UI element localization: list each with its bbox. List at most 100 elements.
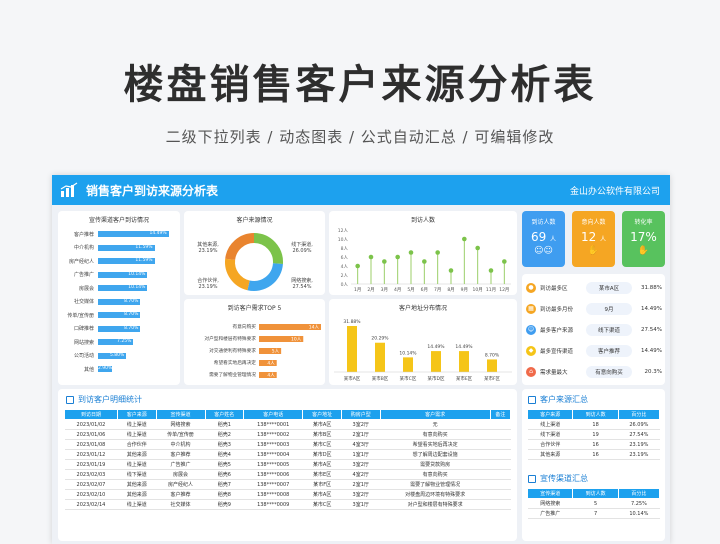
table-cell: 线上渠道 [117,419,156,430]
bar [259,324,321,330]
summary-panel: 客户来源汇总 客户来源 到访人数 百分比 线上渠道 18 26.09% 线下渠道 19 27.5… [522,389,665,541]
column-header: 备注 [489,409,512,420]
slice-label-name: 合作伙伴, [197,277,219,284]
slice-label: 其他来源, 23.19% [197,241,219,254]
table-cell: 2023/02/07 [64,479,118,490]
table-row: 合作伙伴 16 23.19% [527,439,660,450]
stat-row: ● 到访最多区 某市A区 31.88% [526,279,662,296]
column-header: 宣传渠道 [526,488,574,499]
donut-slice [247,262,283,291]
bar [459,351,469,372]
source-summary-table: 客户来源 到访人数 百分比 线上渠道 18 26.09% 线下渠道 19 27.54% 合作伙伴 1… [526,409,661,460]
table-cell: 其他来源 [527,449,573,460]
table-cell: 合作伙伴 [527,439,573,450]
table-row: 2023/01/12 其他来源 客户推荐 稻壳4 138****0004 某市D区 1室1厅… [64,449,511,460]
table-cell: 5 [572,498,619,509]
table-cell: 稻壳7 [205,479,244,490]
calendar-icon: ▦ [526,303,536,314]
table-cell: 线上渠道 [117,499,156,510]
tick-label: 对户型和楼层有特殊要求 [204,335,256,342]
table-cell: 对楼盘周边环境有特殊要求 [380,489,491,500]
table-cell [490,459,511,470]
table-cell: 需要贷款购房 [380,459,491,470]
table-row: 2023/02/07 其他来源 房产经纪人 稻壳7 138****0007 某市F区 2室1… [64,479,511,490]
x-tick-label: 3月 [381,287,388,293]
page-subtitle: 二级下拉列表 / 动态图表 / 公式自动汇总 / 可编辑修改 [165,128,555,146]
tick-label: 广告推广 [73,272,94,278]
column-header: 客户地址 [302,409,342,420]
slice-label: 合作伙伴, 23.19% [197,277,219,290]
tick-label: 某市B区 [372,375,389,382]
table-row: 线下渠道 19 27.54% [527,429,660,440]
column-header: 客户电话 [243,409,304,420]
stat-row: ⌂ 需求量最大 有意向购买 20.3% [526,363,662,380]
bar-row: 房产经纪人 11.59% [62,256,176,266]
table-cell: 中介机构 [156,439,205,450]
channel-summary-table: 宣传渠道 到访人数 百分比 网络搜索 5 7.25% 广告推广 7 10.14% [526,488,661,519]
kpi-card-conversion: 转化率 17% ✋ [622,211,665,267]
tick-label: 口碑推荐 [73,326,94,332]
table-cell: 2023/02/14 [64,499,118,510]
table-row: 2023/01/06 线上渠道 传单/宣传册 稻壳2 138****0002 某市B区 2室… [64,429,511,440]
data-point [462,236,467,242]
bar-row: 传单/宣传册 8.70% [62,310,176,320]
table-cell: 4室2厅 [341,469,380,480]
y-tick-label: 2人 [341,273,349,279]
table-cell: 稻壳6 [205,469,244,480]
source-chart-panel: 客户来源情况 线下渠道, 26.09% 网络搜索, 27.54% 合作伙伴, 23.19%… [184,211,325,295]
column-header: 到访人数 [572,409,619,420]
table-row: 2023/02/14 线上渠道 社交媒体 稻壳9 138****0009 某市C区 3室1厅… [64,499,511,510]
tick-label: 希望看实地后再决定 [214,359,257,366]
table-cell: 3室2厅 [341,459,380,470]
table-cell [490,479,511,490]
stats-list: ● 到访最多区 某市A区 31.88% ▦ 到访最多月份 9月 14.49% ☺ 最多客户来源… [522,274,665,385]
table-cell: 138****0006 [243,469,303,480]
bar [259,360,277,366]
table-cell: 19 [572,429,619,440]
table-cell: 16 [572,439,619,450]
table-row: 线上渠道 18 26.09% [527,419,660,430]
data-point [382,259,387,264]
column-header: 客户姓名 [204,409,245,420]
table-cell: 7.25% [618,498,660,509]
table-cell: 138****0008 [243,489,303,500]
x-tick-label: 8月 [447,287,454,293]
data-label: 8.70% [485,352,500,358]
donut-slice [225,258,251,291]
table-cell: 1室1厅 [341,449,380,460]
table-cell: 线下渠道 [527,429,573,440]
kpi-card-visits: 到访人数 69 人 ☺☺ [522,211,565,267]
source-summary-title: 客户来源汇总 [528,394,588,405]
slice-label: 网络搜索, 27.54% [291,277,313,290]
data-point [435,250,440,255]
table-cell: 线上渠道 [117,429,156,440]
megaphone-icon: ◆ [526,345,536,356]
table-cell: 7 [572,508,619,519]
table-cell: 某市D区 [302,449,342,460]
area-column-chart: 31.88% 某市A区 20.29% 某市B区 10.14% 某市C区 14.49% 某市D区… [334,319,512,382]
table-cell: 138****0004 [243,449,303,460]
detail-title: 到访客户明细统计 [66,394,142,405]
data-label: 4人 [267,373,275,379]
slice-label-value: 26.09% [292,248,311,254]
table-cell: 26.09% [618,419,660,430]
table-cell: 其他来源 [117,479,156,490]
table-header-row: 到访日期 客户来源 宣传渠道 客户姓名 客户电话 客户地址 购房户型 客户需求 备注 [64,409,512,420]
stat-row: ☺ 最多客户来源 线下渠道 27.54% [526,323,662,336]
handshake-icon: ✋ [637,246,650,256]
table-cell: 16 [572,449,619,460]
user-icon: ☺ [526,324,536,335]
donut-slice [253,233,283,264]
data-label: 10.14% [399,350,417,356]
table-cell: 138****0002 [243,429,303,440]
table-cell: 稻壳4 [205,449,244,460]
table-cell: 对户型和楼层有特殊要求 [380,499,491,510]
data-label: 14人 [309,325,320,331]
table-cell: 2023/01/12 [64,449,118,460]
slice-label-name: 网络搜索, [291,277,313,284]
table-cell: 网络搜索 [156,419,205,430]
table-cell: 合作伙伴 [117,439,156,450]
bar-row: 广告推广 10.14% [62,270,176,280]
table-row: 广告推广 7 10.14% [527,508,660,519]
tick-label: 某市D区 [428,375,445,382]
